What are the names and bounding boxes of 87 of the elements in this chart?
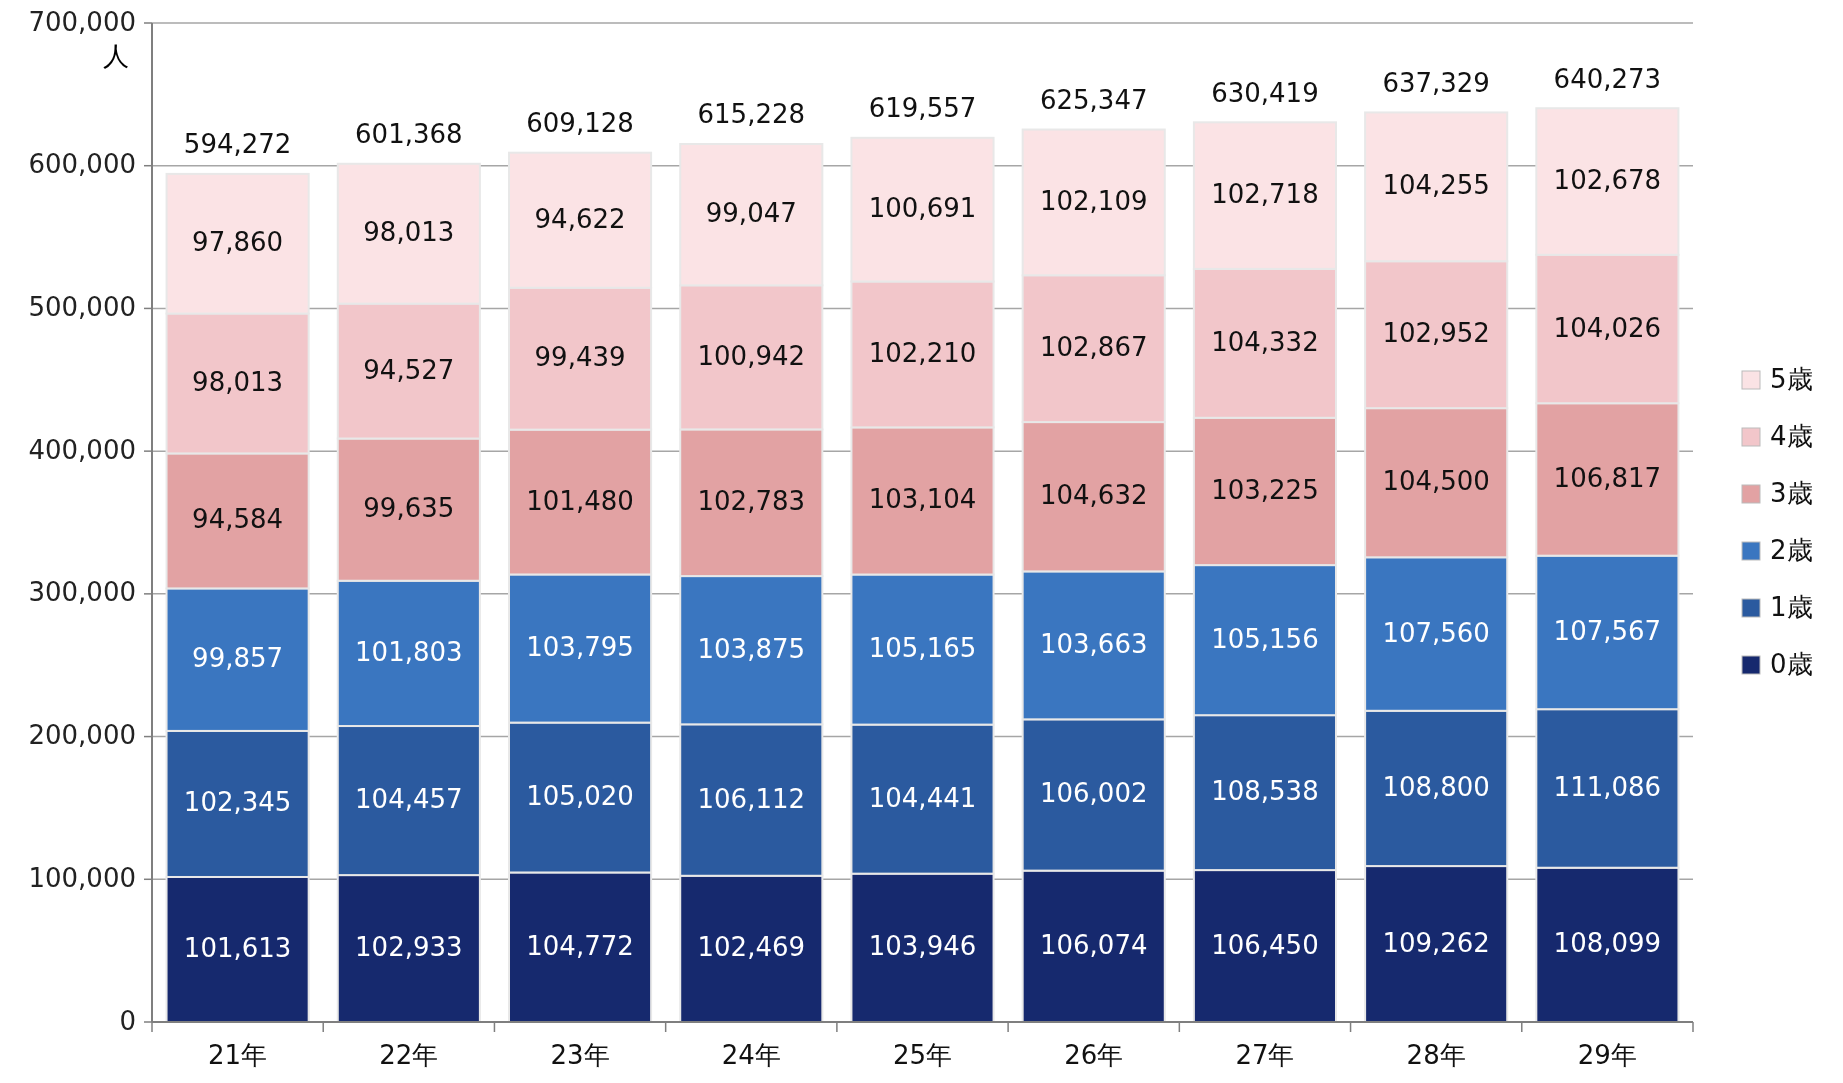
data-label: 94,622	[534, 203, 626, 234]
data-label: 104,332	[1211, 326, 1319, 357]
data-label: 104,441	[868, 782, 977, 813]
legend-label: 5歳	[1770, 363, 1813, 394]
legend-label: 4歳	[1770, 420, 1813, 451]
y-tick-label: 600,000	[28, 149, 136, 180]
total-label: 619,557	[868, 93, 977, 124]
legend-label: 2歳	[1770, 534, 1813, 565]
y-tick-label: 500,000	[28, 291, 136, 322]
total-label: 640,273	[1553, 63, 1662, 94]
data-label: 103,104	[868, 484, 977, 515]
data-label: 101,613	[183, 932, 292, 963]
total-label: 630,419	[1211, 77, 1319, 108]
y-tick-label: 300,000	[28, 577, 136, 608]
data-label: 105,156	[1211, 623, 1319, 654]
y-axis-title: 人	[103, 40, 129, 71]
data-label: 104,500	[1382, 466, 1490, 497]
data-label: 103,795	[526, 632, 634, 663]
data-label: 101,803	[355, 636, 463, 667]
data-label: 109,262	[1382, 927, 1490, 958]
y-tick-label: 0	[119, 1005, 136, 1036]
data-label: 108,800	[1382, 771, 1490, 802]
data-label: 111,086	[1553, 771, 1662, 802]
data-label: 99,857	[192, 643, 284, 674]
legend-label: 3歳	[1770, 477, 1813, 508]
x-tick-label: 21年	[208, 1040, 268, 1070]
data-label: 105,020	[526, 781, 634, 812]
data-label: 102,783	[697, 486, 806, 517]
x-tick-label: 24年	[721, 1040, 781, 1070]
data-label: 97,860	[192, 227, 284, 258]
data-label: 99,635	[363, 493, 455, 524]
data-label: 104,026	[1553, 312, 1662, 343]
data-label: 98,013	[363, 217, 455, 248]
data-label: 99,047	[705, 198, 797, 229]
data-label: 103,225	[1211, 474, 1319, 505]
total-label: 615,228	[697, 99, 806, 130]
y-tick-label: 400,000	[28, 434, 136, 465]
data-label: 100,691	[868, 193, 977, 224]
data-label: 104,632	[1039, 480, 1148, 511]
data-label: 108,538	[1211, 776, 1319, 807]
data-label: 106,002	[1039, 778, 1148, 809]
data-label: 98,013	[192, 366, 284, 397]
x-tick-label: 29年	[1577, 1040, 1637, 1070]
x-tick-label: 25年	[892, 1040, 953, 1070]
data-label: 102,933	[355, 932, 463, 963]
total-label: 601,368	[355, 119, 463, 150]
data-label: 103,663	[1039, 628, 1148, 659]
total-label: 594,272	[183, 129, 292, 160]
data-label: 100,942	[697, 340, 806, 371]
data-label: 102,952	[1382, 318, 1490, 349]
data-label: 103,946	[868, 931, 977, 962]
data-label: 102,469	[697, 932, 806, 963]
data-label: 101,480	[526, 485, 634, 516]
total-label: 637,329	[1382, 67, 1490, 98]
data-label: 107,567	[1553, 615, 1662, 646]
data-label: 103,875	[697, 633, 806, 664]
data-label: 105,165	[868, 633, 977, 664]
total-label: 609,128	[526, 108, 634, 139]
y-tick-label: 200,000	[28, 720, 136, 751]
data-label: 102,867	[1039, 332, 1148, 363]
total-label: 625,347	[1039, 85, 1148, 116]
x-tick-label: 26年	[1064, 1040, 1124, 1070]
legend-label: 0歳	[1770, 648, 1813, 679]
data-label: 106,112	[697, 783, 806, 814]
y-tick-label: 700,000	[28, 6, 136, 37]
x-tick-label: 23年	[550, 1040, 610, 1070]
data-label: 94,527	[363, 354, 455, 385]
data-label: 106,817	[1553, 462, 1662, 493]
data-label: 104,772	[526, 930, 634, 961]
data-label: 99,439	[534, 342, 626, 373]
data-label: 107,560	[1382, 617, 1490, 648]
x-tick-label: 28年	[1406, 1040, 1466, 1070]
data-label: 102,109	[1039, 185, 1148, 216]
data-label: 94,584	[192, 504, 284, 535]
data-label: 102,345	[183, 787, 292, 818]
data-label: 104,457	[355, 784, 463, 815]
data-label: 108,099	[1553, 928, 1662, 959]
data-label: 102,678	[1553, 165, 1662, 196]
data-label: 106,074	[1039, 929, 1148, 960]
x-tick-label: 27年	[1235, 1040, 1295, 1070]
data-label: 102,718	[1211, 179, 1319, 210]
data-label: 104,255	[1382, 170, 1490, 201]
legend-label: 1歳	[1770, 591, 1813, 622]
y-tick-label: 100,000	[28, 862, 136, 893]
data-label: 106,450	[1211, 929, 1319, 960]
data-label: 102,210	[868, 337, 977, 368]
x-tick-label: 22年	[379, 1040, 439, 1070]
